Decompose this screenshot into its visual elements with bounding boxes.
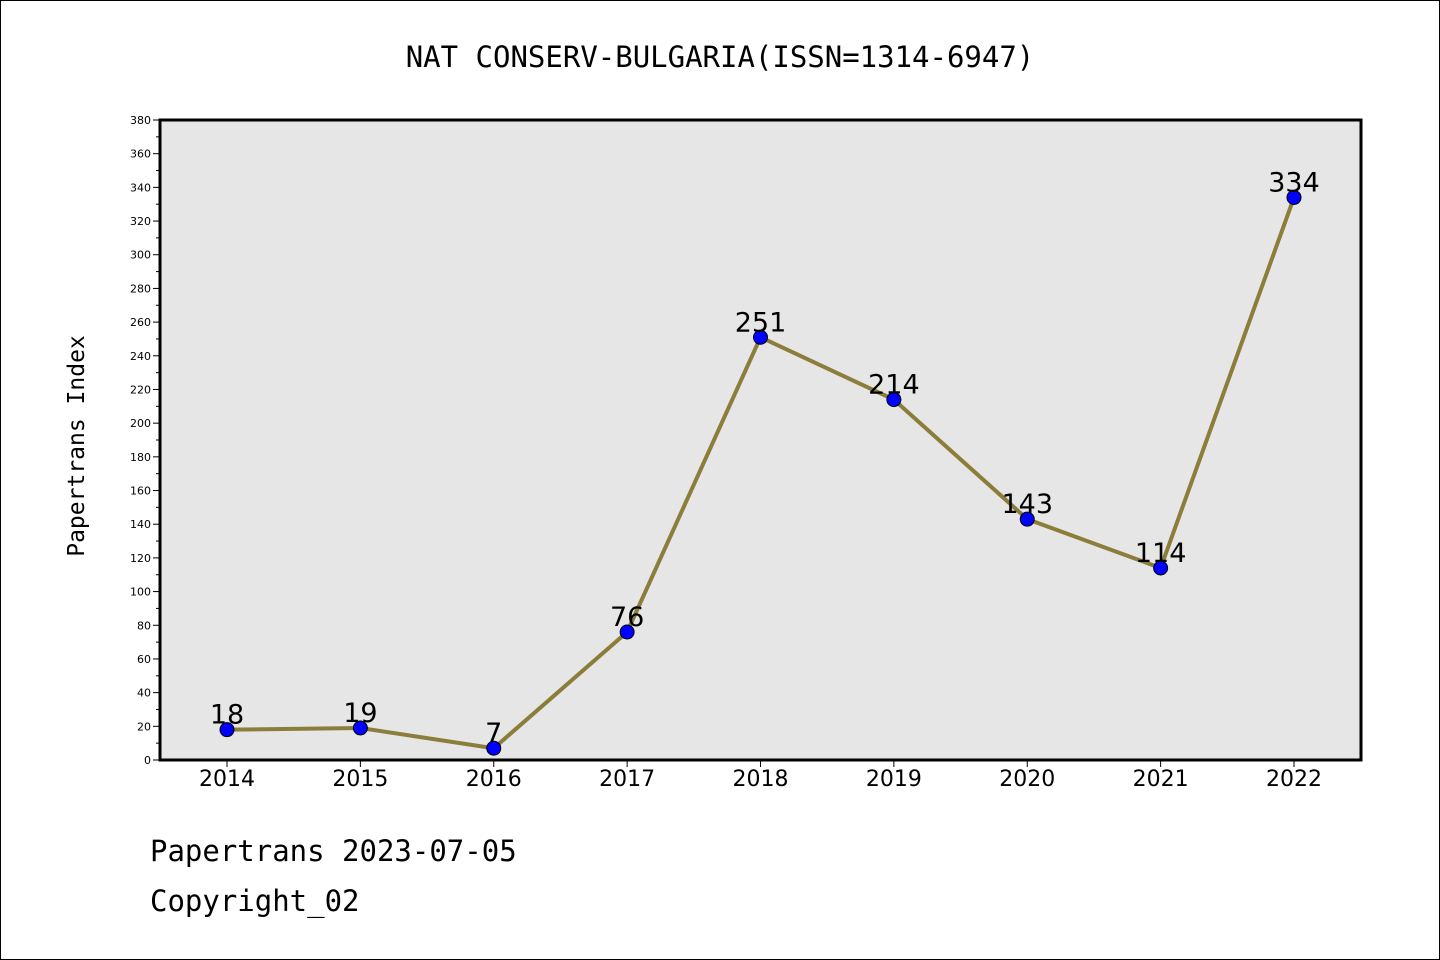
x-tick-label: 2022 [1266,767,1322,792]
plot-border [158,118,1363,762]
y-tick-label: 320 [130,215,151,228]
y-tick-label: 180 [130,451,151,464]
y-tick-label: 80 [137,619,151,632]
data-point [219,722,235,738]
data-point [1019,511,1035,527]
y-tick-label: 60 [137,653,151,666]
data-point [753,329,768,345]
y-tick-label: 300 [130,249,151,262]
x-tick-label: 2021 [1133,767,1189,792]
data-point [886,392,902,408]
y-tick-label: 20 [137,720,151,733]
data-labels: 18 19 7 76 251 214 143 114 334 [210,167,1320,749]
x-tick-label: 2017 [599,767,655,792]
data-label: 114 [1135,538,1187,569]
y-tick-label: 280 [130,282,151,295]
y-tick-label: 340 [130,181,151,194]
data-point [1153,560,1169,576]
y-tick-label: 160 [130,485,151,498]
footer-date: Papertrans 2023-07-05 [150,834,517,868]
data-point [619,624,635,640]
footer-copyright: Copyright_02 [150,884,360,918]
data-label: 76 [610,602,644,633]
data-label: 18 [210,700,244,731]
y-tick-label: 200 [130,417,151,430]
x-tick-label: 2016 [466,767,522,792]
y-tick-label: 260 [130,316,151,329]
data-point [352,720,368,736]
data-point [486,740,502,756]
x-tick-label: 2018 [733,767,789,792]
y-tick-label: 140 [130,518,151,531]
y-tick-label: 100 [130,586,151,599]
y-tick-label: 220 [130,383,151,396]
data-markers [219,189,1302,756]
y-axis-label: Papertrans Index [64,335,90,557]
data-label: 251 [735,307,787,338]
x-tick-label: 2014 [199,767,255,792]
y-tick-label: 40 [137,687,151,700]
chart-title: NAT CONSERV-BULGARIA(ISSN=1314-6947) [406,40,1035,74]
x-tick-label: 2015 [332,767,388,792]
data-label: 143 [1001,489,1053,520]
data-label: 214 [868,370,920,401]
y-tick-label: 380 [130,114,151,127]
y-tick-label: 360 [130,148,151,161]
data-label: 334 [1268,167,1320,198]
x-tick-label: 2020 [999,767,1055,792]
y-axis: 0 20 40 60 80 100 120 140 160 180 200 220 240 260 280 3… [130,114,160,767]
x-axis: 2014 2015 2016 2017 2018 2019 2020 2021 2022 [199,760,1322,792]
data-label: 19 [343,698,377,729]
y-tick-label: 120 [130,552,151,565]
y-tick-label: 240 [130,350,151,363]
y-tick-label: 0 [144,754,151,767]
data-label: 7 [485,718,502,749]
plot-area [160,120,1361,760]
data-point [1286,189,1302,205]
x-tick-label: 2019 [866,767,922,792]
